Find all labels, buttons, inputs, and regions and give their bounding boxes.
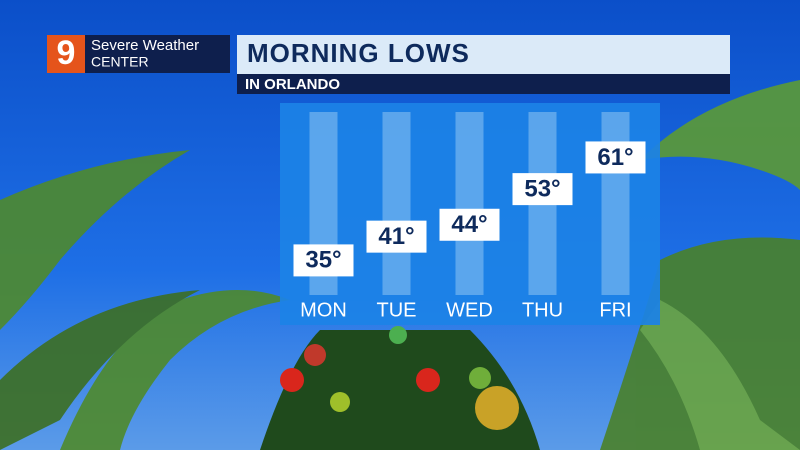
- chart-subtitle: IN ORLANDO: [245, 76, 340, 93]
- value-label: 53°: [524, 175, 560, 202]
- value-box: [293, 244, 354, 277]
- logo-box: [47, 35, 85, 73]
- value-label: 41°: [378, 223, 414, 250]
- subtitle-box: [237, 74, 730, 94]
- value-box: [585, 141, 646, 174]
- palm-right: [600, 80, 800, 450]
- brand-line1: Severe Weather: [91, 37, 199, 54]
- value-box: [366, 220, 427, 253]
- column: [455, 112, 484, 295]
- value-label: 35°: [305, 247, 341, 274]
- x-tick-label: THU: [522, 299, 563, 321]
- column: [601, 112, 630, 295]
- value-label: 44°: [451, 211, 487, 238]
- chart-title: MORNING LOWS: [247, 38, 470, 68]
- christmas-tree: [260, 326, 540, 450]
- palm-left: [0, 150, 290, 450]
- value-box: [439, 208, 500, 241]
- value-box: [512, 173, 573, 206]
- brand-box: [85, 35, 230, 73]
- title-box: [237, 35, 730, 74]
- x-tick-label: MON: [300, 299, 347, 321]
- column: [382, 112, 411, 295]
- brand-line2: CENTER: [91, 54, 149, 70]
- x-tick-label: WED: [446, 299, 493, 321]
- x-tick-label: FRI: [599, 299, 631, 321]
- logo-text: 9: [57, 34, 76, 72]
- value-label: 61°: [597, 144, 633, 171]
- x-tick-label: TUE: [377, 299, 417, 321]
- header: 9 Severe Weather CENTER MORNING LOWS IN …: [47, 34, 730, 94]
